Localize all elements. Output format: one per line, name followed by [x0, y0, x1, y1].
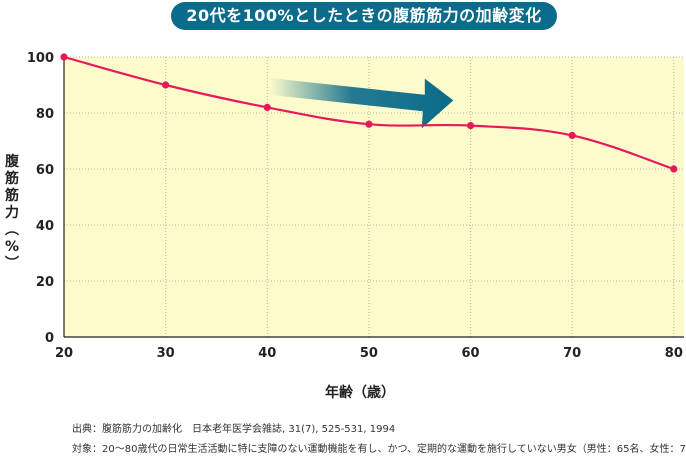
x-tick-label: 40: [258, 346, 276, 361]
y-tick-label: 0: [45, 331, 54, 346]
y-tick-label: 40: [36, 219, 54, 234]
y-axis-label: 腹筋筋力︵% ︶: [4, 153, 20, 272]
gridlines: [64, 56, 684, 337]
x-tick-label: 50: [360, 346, 378, 361]
data-point: [263, 103, 271, 111]
x-tick-labels: 20 30 40 50 60 70 80: [55, 346, 683, 361]
data-point: [466, 122, 475, 130]
data-point: [60, 53, 68, 61]
chart-title: 20代を100%としたときの腹筋筋力の加齢変化: [171, 2, 557, 30]
axes: [63, 57, 684, 338]
y-tick-label: 100: [27, 51, 54, 66]
decline-arrow-shape: [269, 78, 454, 129]
source-note: 出典：腹筋筋力の加齢化 日本老年医学会雑誌, 31(7), 525-531, 1…: [72, 424, 396, 435]
subjects-note: 対象：20〜80歳代の日常生活活動に特に支障のない運動機能を有し、かつ、定期的な…: [72, 444, 686, 455]
y-tick-label: 80: [36, 107, 54, 122]
data-point: [670, 165, 678, 173]
data-points: [60, 53, 678, 173]
y-tick-labels: 0 20 40 60 80 100: [27, 51, 54, 346]
data-point: [568, 131, 576, 139]
data-point: [162, 81, 170, 89]
y-tick-label: 20: [36, 275, 54, 290]
decline-arrow: [269, 78, 454, 129]
x-tick-label: 30: [157, 346, 175, 361]
x-tick-label: 70: [563, 346, 581, 361]
x-tick-label: 20: [55, 346, 73, 361]
data-point: [365, 120, 373, 128]
x-axis-label: 年齢（歳）: [325, 384, 395, 401]
x-tick-label: 80: [665, 346, 683, 361]
x-tick-label: 60: [462, 346, 480, 361]
y-tick-label: 60: [36, 163, 54, 178]
